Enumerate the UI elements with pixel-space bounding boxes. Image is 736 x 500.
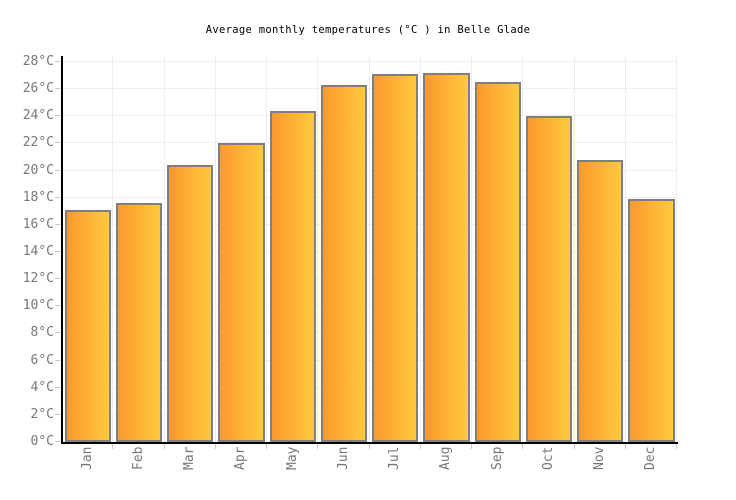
y-axis-tick	[55, 223, 61, 225]
y-axis-tick-label: 22°C	[22, 135, 54, 151]
x-axis-tick	[624, 444, 626, 449]
v-gridline	[214, 56, 216, 442]
bar-sep[interactable]	[474, 82, 521, 442]
x-axis-label-mar: Mar	[182, 446, 198, 470]
h-gridline	[62, 115, 677, 117]
y-axis-tick-label: 28°C	[22, 54, 54, 69]
h-gridline	[62, 332, 677, 334]
x-axis-tick	[573, 444, 575, 449]
h-gridline	[62, 142, 677, 144]
v-gridline	[266, 56, 267, 442]
x-axis-tick	[163, 444, 165, 449]
x-axis-label-may: May	[284, 446, 300, 470]
h-gridline	[62, 278, 677, 280]
h-gridline	[62, 305, 677, 307]
x-axis-line	[61, 442, 678, 444]
v-gridline	[471, 56, 472, 442]
y-axis-tick	[55, 115, 61, 117]
y-axis-tick	[55, 61, 61, 62]
y-axis-tick	[55, 278, 61, 280]
x-axis-tick	[419, 444, 421, 449]
x-axis-label-oct: Oct	[540, 446, 556, 470]
v-gridline	[317, 56, 319, 442]
h-gridline	[62, 413, 677, 415]
x-axis-tick	[368, 444, 370, 449]
x-axis-tick	[522, 444, 524, 449]
v-gridline	[112, 56, 114, 442]
v-gridline	[368, 56, 370, 442]
bar-feb[interactable]	[115, 203, 162, 442]
y-axis-tick-label: 4°C	[30, 379, 54, 395]
y-axis-tick-label: 16°C	[22, 216, 54, 232]
h-gridline	[62, 61, 677, 62]
x-axis-label-jul: Jul	[387, 446, 403, 470]
y-axis-tick-label: 2°C	[30, 406, 54, 422]
v-gridline	[522, 56, 524, 442]
y-axis-tick-label: 26°C	[22, 81, 54, 97]
v-gridline	[419, 56, 421, 442]
h-gridline	[62, 251, 677, 252]
v-gridline	[573, 56, 575, 442]
x-axis-label-nov: Nov	[592, 446, 608, 470]
y-axis-tick	[55, 386, 61, 388]
bar-jul[interactable]	[372, 74, 419, 442]
x-axis-label-aug: Aug	[438, 446, 454, 470]
bar-aug[interactable]	[423, 72, 470, 442]
v-gridline	[163, 56, 165, 442]
v-gridline	[676, 56, 677, 442]
bar-may[interactable]	[269, 110, 316, 442]
x-axis-label-jan: Jan	[79, 446, 95, 470]
y-axis-tick	[55, 441, 61, 442]
chart-title: Average monthly temperatures (°C ) in Be…	[205, 24, 531, 36]
x-axis-label-feb: Feb	[130, 446, 146, 470]
x-axis-tick	[676, 444, 677, 449]
y-axis-tick	[55, 332, 61, 334]
y-axis-tick	[55, 359, 61, 361]
y-axis-tick	[55, 142, 61, 144]
bar-dec[interactable]	[628, 199, 675, 442]
h-gridline	[62, 196, 677, 198]
h-gridline	[62, 359, 677, 361]
bar-apr[interactable]	[218, 143, 265, 442]
x-axis-tick	[317, 444, 319, 449]
y-axis-tick-label: 14°C	[22, 244, 54, 259]
y-axis-tick-label: 18°C	[22, 189, 54, 205]
x-axis-tick	[266, 444, 267, 449]
x-axis-tick	[471, 444, 472, 449]
bar-jun[interactable]	[320, 85, 367, 442]
h-gridline	[62, 223, 677, 225]
bar-mar[interactable]	[167, 165, 214, 442]
y-axis-tick	[55, 169, 61, 171]
bar-oct[interactable]	[525, 116, 572, 442]
x-axis-tick	[214, 444, 216, 449]
y-axis-tick	[55, 196, 61, 198]
y-axis-tick	[55, 251, 61, 252]
h-gridline	[62, 386, 677, 388]
y-axis-tick-label: 20°C	[22, 162, 54, 178]
x-axis-label-sep: Sep	[489, 446, 505, 470]
y-axis-tick-label: 12°C	[22, 271, 54, 287]
x-axis-label-jun: Jun	[335, 446, 351, 470]
bar-nov[interactable]	[577, 159, 624, 442]
y-axis-tick-label: 24°C	[22, 108, 54, 124]
h-gridline	[62, 88, 677, 90]
y-axis-tick-label: 6°C	[30, 352, 54, 368]
y-axis-tick	[55, 305, 61, 307]
h-gridline	[62, 169, 677, 171]
y-axis-tick-label: 0°C	[30, 434, 54, 449]
y-axis-tick-label: 8°C	[30, 325, 54, 341]
x-axis-label-apr: Apr	[233, 446, 249, 470]
bar-jan[interactable]	[64, 209, 111, 442]
x-axis-tick	[112, 444, 114, 449]
x-axis-label-dec: Dec	[643, 446, 659, 470]
v-gridline	[624, 56, 626, 442]
y-axis-tick	[55, 88, 61, 90]
y-axis-tick	[55, 413, 61, 415]
y-axis-tick-label: 10°C	[22, 298, 54, 314]
y-axis-line	[61, 56, 63, 444]
